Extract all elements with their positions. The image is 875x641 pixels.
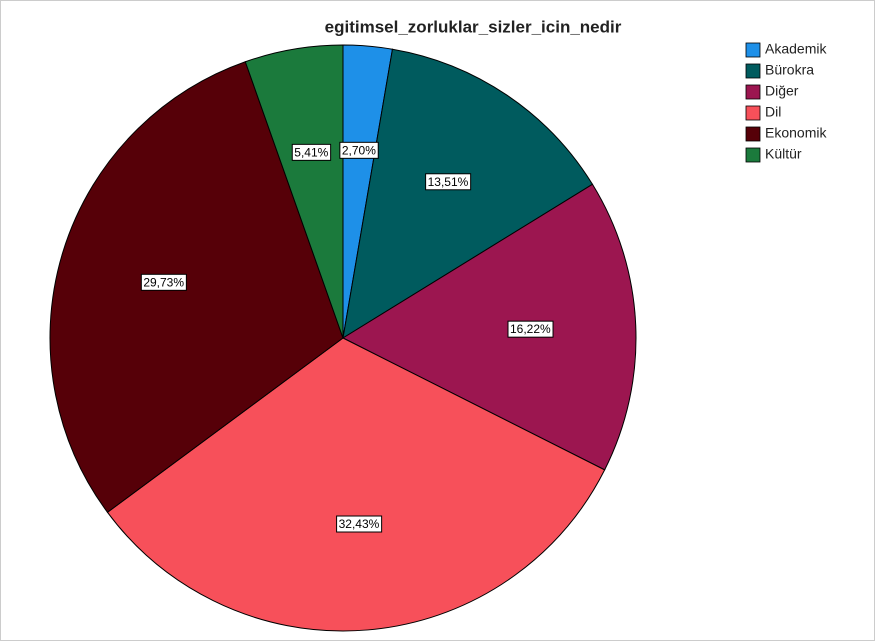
data-label: 16,22% bbox=[510, 322, 551, 336]
chart-title: egitimsel_zorluklar_sizler_icin_nedir bbox=[325, 17, 622, 36]
pie-slice bbox=[106, 337, 606, 632]
pie-slice bbox=[49, 61, 344, 513]
data-label: 13,51% bbox=[428, 175, 469, 189]
data-label: 5,41% bbox=[294, 145, 328, 159]
data-label-box bbox=[507, 320, 554, 338]
legend-label: Bürokra bbox=[765, 62, 814, 78]
data-label-box bbox=[425, 173, 472, 191]
data-label-box bbox=[140, 273, 187, 291]
legend-label: Kültür bbox=[765, 146, 802, 162]
pie-slice bbox=[342, 48, 594, 340]
legend-swatch bbox=[745, 126, 761, 142]
legend-label: Akademik bbox=[765, 41, 827, 57]
data-label: 2,70% bbox=[342, 143, 376, 157]
legend-swatch bbox=[745, 84, 761, 100]
data-label-box bbox=[336, 515, 383, 533]
legend-label: Dil bbox=[765, 104, 781, 120]
legend-label: Diğer bbox=[765, 83, 799, 99]
legend-swatch bbox=[745, 42, 761, 58]
data-label: 29,73% bbox=[143, 275, 184, 289]
legend-swatch bbox=[745, 63, 761, 79]
data-label: 32,43% bbox=[339, 517, 380, 531]
pie-slice bbox=[244, 44, 344, 339]
legend-swatch bbox=[745, 105, 761, 121]
legend-label: Ekonomik bbox=[765, 125, 827, 141]
legend-swatch bbox=[745, 147, 761, 163]
pie-slice bbox=[341, 183, 637, 471]
data-label-box bbox=[339, 141, 379, 159]
data-label-box bbox=[291, 143, 332, 161]
